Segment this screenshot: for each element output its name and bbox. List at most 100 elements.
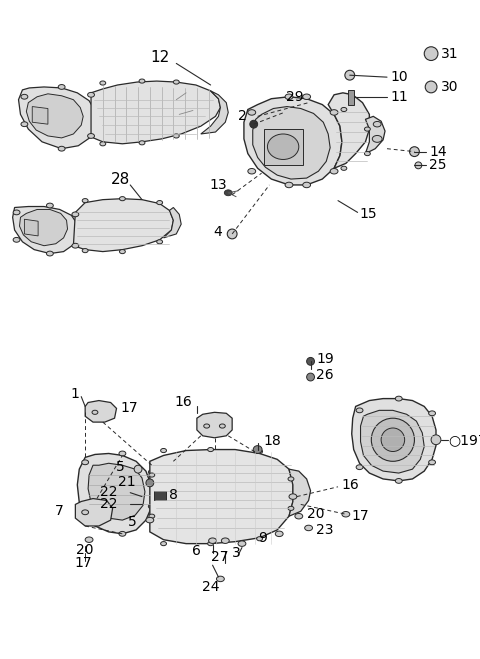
Ellipse shape bbox=[146, 517, 154, 523]
Polygon shape bbox=[77, 453, 152, 534]
Ellipse shape bbox=[156, 240, 163, 244]
Ellipse shape bbox=[250, 121, 258, 128]
Ellipse shape bbox=[429, 460, 435, 465]
Ellipse shape bbox=[82, 460, 89, 465]
Ellipse shape bbox=[13, 237, 20, 243]
Ellipse shape bbox=[341, 107, 347, 111]
Polygon shape bbox=[244, 97, 342, 185]
Text: 22: 22 bbox=[100, 484, 118, 499]
Polygon shape bbox=[365, 117, 385, 154]
Ellipse shape bbox=[72, 212, 79, 217]
Polygon shape bbox=[73, 198, 173, 252]
Ellipse shape bbox=[139, 79, 145, 83]
Ellipse shape bbox=[295, 513, 303, 519]
Ellipse shape bbox=[173, 80, 179, 84]
Text: 2: 2 bbox=[238, 109, 246, 123]
Ellipse shape bbox=[341, 166, 347, 170]
Ellipse shape bbox=[100, 81, 106, 85]
Ellipse shape bbox=[208, 542, 214, 546]
Text: 20: 20 bbox=[307, 507, 324, 521]
Ellipse shape bbox=[396, 478, 402, 483]
Ellipse shape bbox=[288, 477, 294, 481]
Ellipse shape bbox=[47, 251, 53, 256]
Polygon shape bbox=[197, 413, 232, 438]
Text: 5: 5 bbox=[116, 460, 124, 474]
Ellipse shape bbox=[345, 71, 355, 80]
Ellipse shape bbox=[88, 92, 95, 97]
Ellipse shape bbox=[21, 94, 28, 99]
Ellipse shape bbox=[238, 541, 246, 546]
Ellipse shape bbox=[257, 449, 263, 453]
Ellipse shape bbox=[364, 152, 371, 156]
Ellipse shape bbox=[146, 479, 154, 487]
Ellipse shape bbox=[219, 424, 225, 428]
Text: ○1970: ○1970 bbox=[448, 433, 480, 447]
Ellipse shape bbox=[47, 203, 53, 208]
Ellipse shape bbox=[330, 169, 338, 174]
Ellipse shape bbox=[149, 514, 155, 518]
Ellipse shape bbox=[82, 248, 88, 252]
Text: 9: 9 bbox=[259, 530, 267, 545]
Polygon shape bbox=[88, 463, 145, 520]
Ellipse shape bbox=[216, 576, 224, 582]
Text: 21: 21 bbox=[119, 475, 136, 489]
Ellipse shape bbox=[224, 190, 232, 196]
Ellipse shape bbox=[381, 428, 405, 451]
Ellipse shape bbox=[173, 134, 179, 138]
Ellipse shape bbox=[209, 538, 216, 544]
Polygon shape bbox=[24, 219, 38, 236]
Ellipse shape bbox=[330, 109, 338, 115]
Ellipse shape bbox=[161, 542, 167, 546]
Text: 10: 10 bbox=[390, 70, 408, 84]
Ellipse shape bbox=[13, 210, 20, 215]
Text: 4: 4 bbox=[214, 225, 222, 239]
Ellipse shape bbox=[356, 408, 363, 413]
Polygon shape bbox=[150, 449, 293, 544]
Ellipse shape bbox=[409, 147, 420, 157]
Ellipse shape bbox=[148, 470, 155, 474]
Polygon shape bbox=[360, 411, 424, 473]
Polygon shape bbox=[91, 81, 220, 144]
Text: 19: 19 bbox=[316, 353, 334, 366]
Text: 17: 17 bbox=[74, 556, 92, 570]
Ellipse shape bbox=[120, 196, 125, 201]
Ellipse shape bbox=[119, 531, 126, 536]
Polygon shape bbox=[32, 107, 48, 124]
Ellipse shape bbox=[342, 511, 350, 517]
Polygon shape bbox=[85, 401, 117, 422]
Ellipse shape bbox=[100, 142, 106, 146]
Ellipse shape bbox=[415, 162, 422, 169]
Text: 22: 22 bbox=[100, 498, 118, 511]
Text: 30: 30 bbox=[441, 80, 458, 94]
Ellipse shape bbox=[431, 435, 441, 445]
Text: 5: 5 bbox=[128, 515, 137, 529]
Ellipse shape bbox=[248, 109, 256, 115]
Ellipse shape bbox=[429, 411, 435, 416]
Text: 8: 8 bbox=[169, 488, 178, 501]
Ellipse shape bbox=[396, 396, 402, 401]
Ellipse shape bbox=[424, 47, 438, 61]
Polygon shape bbox=[75, 499, 113, 526]
Text: 1: 1 bbox=[71, 387, 80, 401]
Ellipse shape bbox=[364, 127, 371, 131]
Ellipse shape bbox=[285, 94, 293, 100]
Text: 11: 11 bbox=[390, 90, 408, 103]
Text: 25: 25 bbox=[429, 158, 446, 173]
Text: 23: 23 bbox=[316, 523, 334, 537]
Text: 20: 20 bbox=[76, 542, 94, 556]
Ellipse shape bbox=[58, 146, 65, 151]
Ellipse shape bbox=[307, 357, 314, 365]
Polygon shape bbox=[253, 107, 330, 179]
Polygon shape bbox=[26, 94, 83, 138]
Ellipse shape bbox=[303, 182, 311, 188]
Text: 29: 29 bbox=[286, 90, 304, 103]
Ellipse shape bbox=[289, 494, 297, 500]
Text: 28: 28 bbox=[111, 171, 130, 186]
Ellipse shape bbox=[303, 94, 311, 100]
Ellipse shape bbox=[356, 465, 363, 470]
Ellipse shape bbox=[227, 229, 237, 239]
Ellipse shape bbox=[253, 445, 262, 453]
Ellipse shape bbox=[120, 250, 125, 254]
Text: 16: 16 bbox=[342, 478, 360, 492]
Polygon shape bbox=[352, 399, 436, 481]
